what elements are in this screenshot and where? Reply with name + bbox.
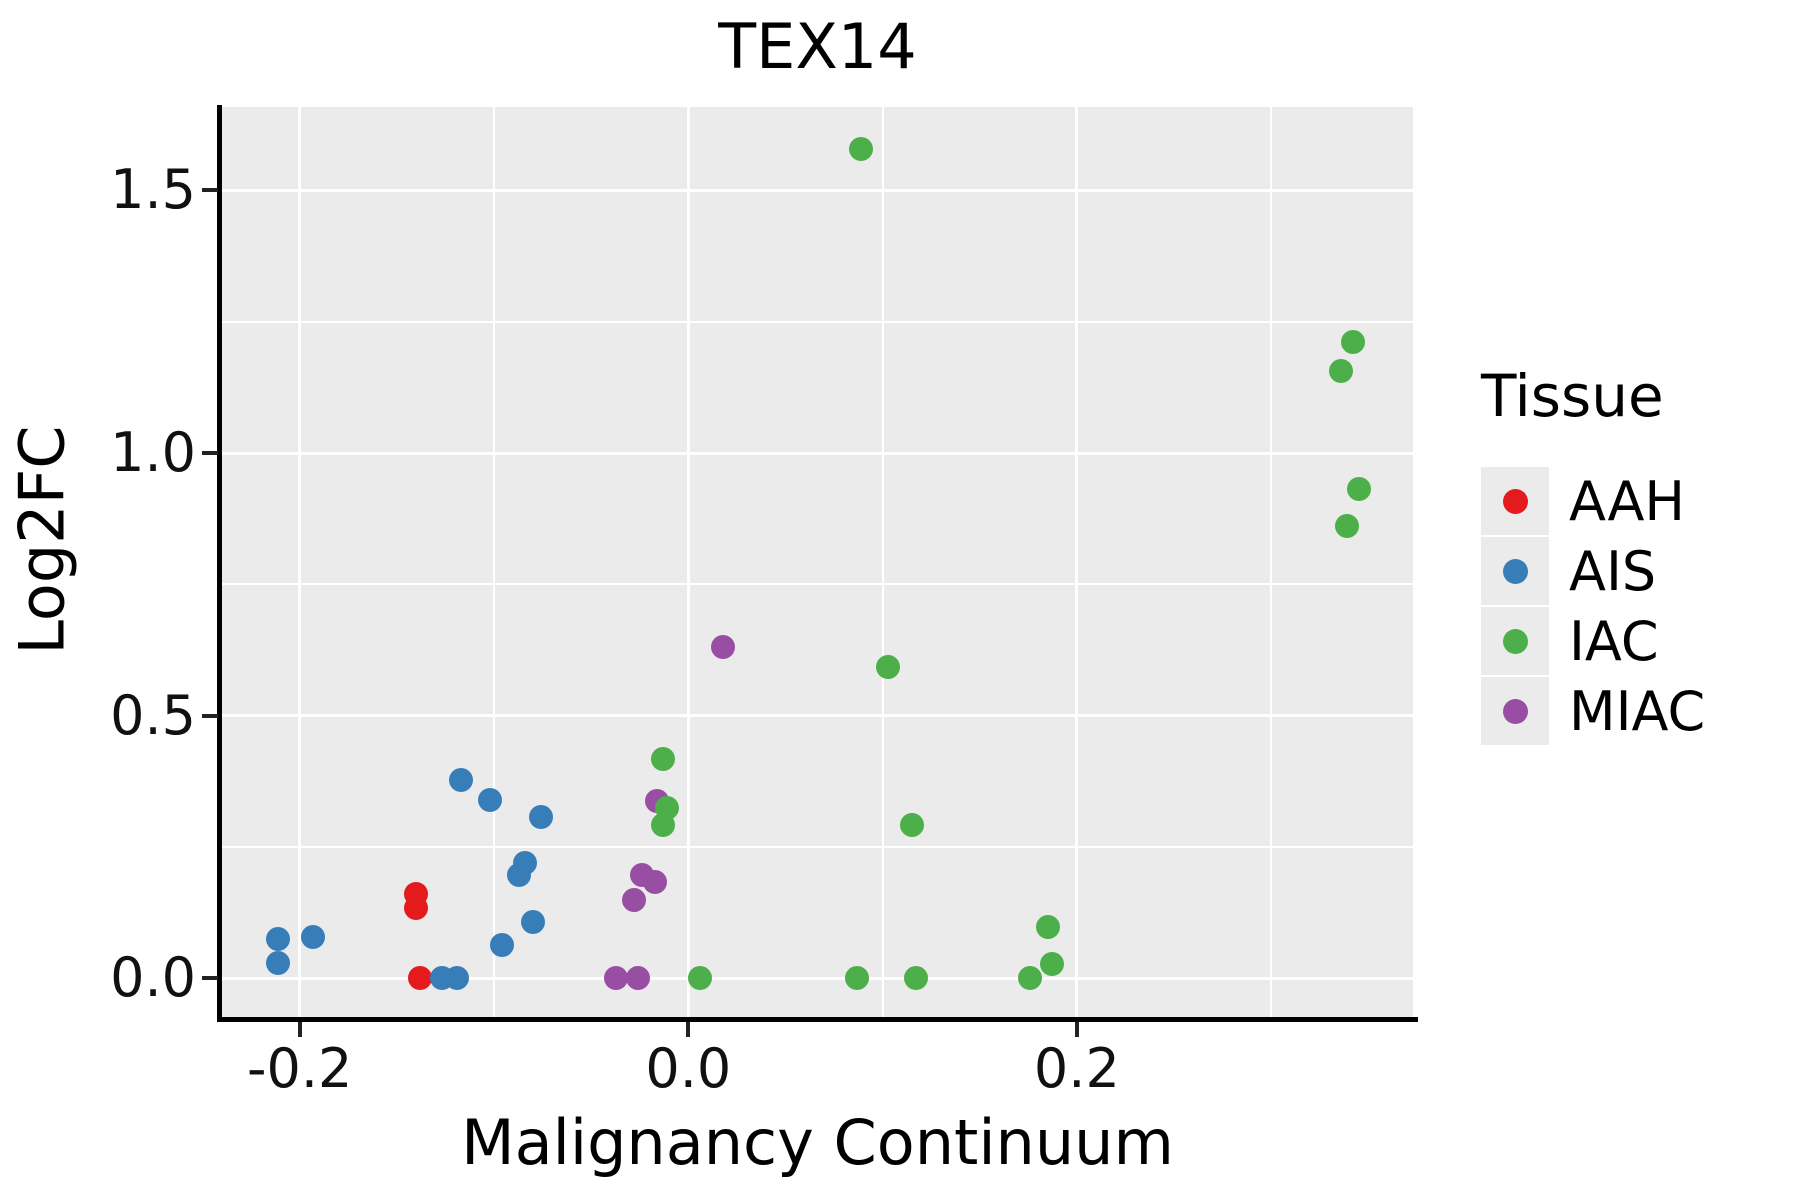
y-major-gridline	[222, 714, 1413, 718]
data-point-ais	[478, 787, 503, 812]
data-point-iac	[845, 966, 870, 991]
legend-item-iac: IAC	[1481, 606, 1705, 676]
x-minor-gridline	[493, 107, 495, 1017]
data-point-ais	[301, 925, 326, 950]
data-point-ais	[507, 863, 532, 888]
y-major-gridline	[222, 976, 1413, 980]
y-axis-line	[217, 105, 222, 1022]
data-point-iac	[899, 813, 924, 838]
y-tick	[202, 976, 218, 981]
legend-item-label: MIAC	[1569, 679, 1706, 743]
legend-title: Tissue	[1481, 362, 1664, 430]
legend-item-label: IAC	[1569, 609, 1659, 673]
legend-dot-aah	[1502, 488, 1528, 514]
legend-item-label: AAH	[1569, 469, 1685, 533]
data-point-iac	[876, 655, 901, 680]
legend-key	[1481, 537, 1549, 605]
data-point-iac	[1329, 358, 1354, 383]
legend-key	[1481, 467, 1549, 535]
y-major-gridline	[222, 451, 1413, 455]
data-point-miac	[643, 870, 668, 895]
legend-keys: AAH AIS IAC MIAC	[1481, 466, 1705, 746]
x-tick-label: -0.2	[247, 1037, 353, 1100]
legend: Tissue AAH AIS IAC MIAC	[1481, 362, 1705, 746]
x-tick	[686, 1022, 691, 1037]
x-tick	[297, 1022, 302, 1037]
data-point-aah	[408, 966, 433, 991]
x-axis-title: Malignancy Continuum	[461, 1106, 1174, 1179]
data-point-aah	[404, 896, 429, 921]
data-point-ais	[520, 910, 545, 935]
y-minor-gridline	[222, 845, 1413, 848]
data-point-iac	[651, 813, 676, 838]
y-tick	[202, 713, 218, 718]
data-point-miac	[604, 966, 629, 991]
x-tick-label: 0.0	[645, 1037, 732, 1100]
y-major-gridline	[222, 188, 1413, 192]
y-tick-label: 1.5	[110, 158, 196, 222]
legend-key	[1481, 677, 1549, 745]
data-point-miac	[625, 966, 650, 991]
y-minor-gridline	[222, 320, 1413, 323]
legend-item-label: AIS	[1569, 539, 1657, 603]
x-major-gridline	[686, 107, 690, 1017]
y-minor-gridline	[222, 583, 1413, 586]
data-point-ais	[266, 927, 291, 952]
data-point-ais	[448, 768, 473, 793]
y-tick	[202, 188, 218, 193]
legend-item-ais: AIS	[1481, 536, 1705, 606]
data-point-iac	[1334, 514, 1359, 539]
y-tick	[202, 451, 218, 456]
data-point-iac	[687, 966, 712, 991]
x-minor-gridline	[881, 107, 884, 1017]
y-tick-label: 0.0	[110, 946, 196, 1010]
data-point-iac	[1035, 915, 1060, 940]
legend-key	[1481, 607, 1549, 675]
y-tick-label: 0.5	[110, 683, 196, 747]
data-point-iac	[1346, 476, 1371, 501]
legend-item-aah: AAH	[1481, 466, 1705, 536]
data-point-ais	[528, 804, 553, 829]
data-point-ais	[445, 966, 470, 991]
data-point-iac	[1039, 952, 1064, 977]
x-axis-line	[217, 1017, 1418, 1022]
legend-dot-iac	[1502, 628, 1528, 654]
x-major-gridline	[298, 107, 302, 1017]
x-tick	[1074, 1022, 1079, 1037]
data-point-ais	[266, 950, 291, 975]
data-point-iac	[849, 137, 874, 161]
data-point-miac	[711, 635, 736, 660]
data-point-iac	[1018, 966, 1043, 991]
plot-title: TEX14	[718, 10, 917, 83]
data-point-iac	[1340, 330, 1365, 355]
y-axis-title: Log2FC	[5, 425, 79, 655]
legend-dot-ais	[1502, 558, 1528, 584]
data-point-iac	[903, 966, 928, 991]
data-point-ais	[489, 932, 514, 957]
data-point-iac	[651, 747, 676, 772]
plot-panel	[222, 107, 1413, 1017]
x-tick-label: 0.2	[1033, 1037, 1120, 1100]
legend-item-miac: MIAC	[1481, 676, 1705, 746]
legend-dot-miac	[1502, 698, 1528, 724]
data-point-miac	[621, 887, 646, 912]
x-minor-gridline	[1270, 107, 1273, 1017]
x-major-gridline	[1075, 107, 1079, 1017]
y-tick-label: 1.0	[110, 421, 196, 485]
